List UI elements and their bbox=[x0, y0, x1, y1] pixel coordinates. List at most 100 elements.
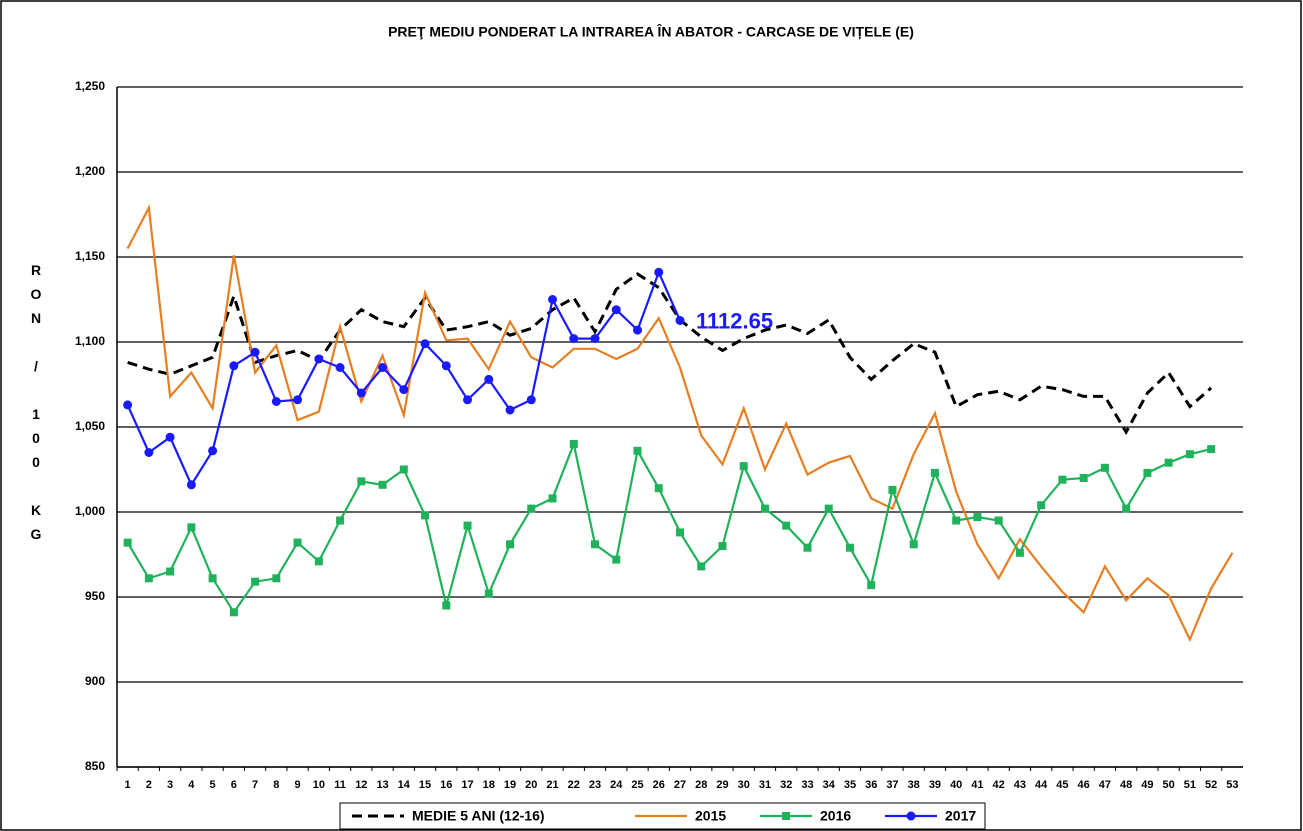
marker bbox=[973, 513, 982, 522]
marker bbox=[867, 581, 876, 590]
marker bbox=[484, 589, 493, 598]
x-tick-label: 32 bbox=[780, 779, 792, 791]
marker bbox=[1164, 458, 1173, 467]
x-tick-label: 23 bbox=[589, 779, 601, 791]
marker bbox=[739, 462, 748, 471]
marker bbox=[569, 334, 579, 344]
y-tick-label: 1,250 bbox=[75, 79, 105, 93]
marker bbox=[1185, 450, 1194, 459]
marker bbox=[186, 480, 196, 490]
x-tick-label: 7 bbox=[252, 779, 258, 791]
marker bbox=[144, 574, 153, 583]
marker bbox=[548, 494, 557, 503]
marker bbox=[909, 540, 918, 549]
x-tick-label: 34 bbox=[823, 779, 836, 791]
marker bbox=[633, 325, 643, 335]
x-tick-label: 5 bbox=[210, 779, 216, 791]
x-tick-label: 16 bbox=[440, 779, 452, 791]
marker bbox=[1037, 501, 1046, 510]
x-tick-label: 38 bbox=[908, 779, 920, 791]
x-tick-label: 36 bbox=[865, 779, 877, 791]
marker bbox=[1015, 548, 1024, 557]
marker bbox=[123, 538, 132, 547]
x-tick-label: 10 bbox=[313, 779, 325, 791]
marker bbox=[526, 395, 536, 405]
marker bbox=[505, 405, 515, 415]
x-tick-label: 6 bbox=[231, 779, 237, 791]
marker bbox=[760, 504, 769, 513]
x-tick-label: 45 bbox=[1056, 779, 1068, 791]
x-tick-label: 48 bbox=[1120, 779, 1132, 791]
marker bbox=[675, 315, 685, 325]
marker bbox=[612, 555, 621, 564]
x-tick-label: 50 bbox=[1163, 779, 1175, 791]
marker bbox=[420, 339, 430, 349]
x-tick-label: 20 bbox=[525, 779, 537, 791]
y-tick-label: 950 bbox=[85, 589, 105, 603]
x-tick-label: 43 bbox=[1014, 779, 1026, 791]
x-tick-label: 15 bbox=[419, 779, 431, 791]
marker bbox=[1100, 463, 1109, 472]
x-tick-label: 42 bbox=[993, 779, 1005, 791]
y-tick-label: 1,100 bbox=[75, 334, 105, 348]
x-tick-label: 51 bbox=[1184, 779, 1196, 791]
marker bbox=[611, 305, 621, 315]
marker bbox=[591, 540, 600, 549]
x-tick-label: 13 bbox=[376, 779, 388, 791]
x-tick-label: 31 bbox=[759, 779, 771, 791]
marker bbox=[952, 516, 961, 525]
x-tick-label: 17 bbox=[461, 779, 473, 791]
marker bbox=[272, 574, 281, 583]
x-tick-label: 37 bbox=[886, 779, 898, 791]
x-tick-label: 30 bbox=[738, 779, 750, 791]
marker bbox=[1207, 445, 1216, 454]
y-tick-label: 1,150 bbox=[75, 249, 105, 263]
marker bbox=[166, 567, 175, 576]
x-tick-label: 11 bbox=[334, 779, 346, 791]
legend-label: MEDIE 5 ANI (12-16) bbox=[412, 808, 545, 824]
marker bbox=[251, 577, 260, 586]
marker bbox=[357, 477, 366, 486]
marker bbox=[335, 363, 345, 372]
marker bbox=[782, 521, 791, 530]
marker bbox=[229, 361, 239, 371]
marker bbox=[399, 465, 408, 474]
x-tick-label: 29 bbox=[716, 779, 728, 791]
x-tick-label: 14 bbox=[398, 779, 411, 791]
marker bbox=[378, 363, 388, 372]
marker bbox=[824, 504, 833, 513]
marker bbox=[123, 400, 133, 410]
marker bbox=[590, 334, 600, 344]
y-tick-label: 1,000 bbox=[75, 504, 105, 518]
y-tick-label: 900 bbox=[85, 674, 105, 688]
marker bbox=[165, 432, 175, 442]
marker bbox=[1122, 504, 1131, 513]
marker bbox=[271, 397, 281, 406]
x-tick-label: 18 bbox=[483, 779, 495, 791]
x-tick-label: 28 bbox=[695, 779, 707, 791]
series-line bbox=[126, 203, 1234, 643]
x-tick-label: 49 bbox=[1141, 779, 1153, 791]
x-tick-label: 53 bbox=[1226, 779, 1238, 791]
marker bbox=[676, 528, 684, 537]
x-tick-label: 24 bbox=[610, 779, 623, 791]
marker bbox=[442, 601, 451, 610]
marker bbox=[654, 267, 664, 277]
marker bbox=[1079, 474, 1088, 482]
x-tick-label: 52 bbox=[1205, 779, 1217, 791]
marker bbox=[208, 574, 217, 583]
marker bbox=[527, 504, 536, 513]
series-line bbox=[127, 272, 1213, 436]
x-tick-label: 47 bbox=[1099, 779, 1111, 791]
marker bbox=[1143, 468, 1152, 477]
annotation: 1112.65 bbox=[696, 308, 773, 333]
y-tick-label: 1,200 bbox=[75, 164, 105, 178]
x-tick-label: 21 bbox=[546, 779, 558, 791]
marker bbox=[484, 374, 494, 384]
marker bbox=[718, 542, 727, 550]
x-tick-label: 19 bbox=[504, 779, 516, 791]
marker bbox=[994, 516, 1003, 525]
y-tick-label: 850 bbox=[85, 759, 105, 773]
